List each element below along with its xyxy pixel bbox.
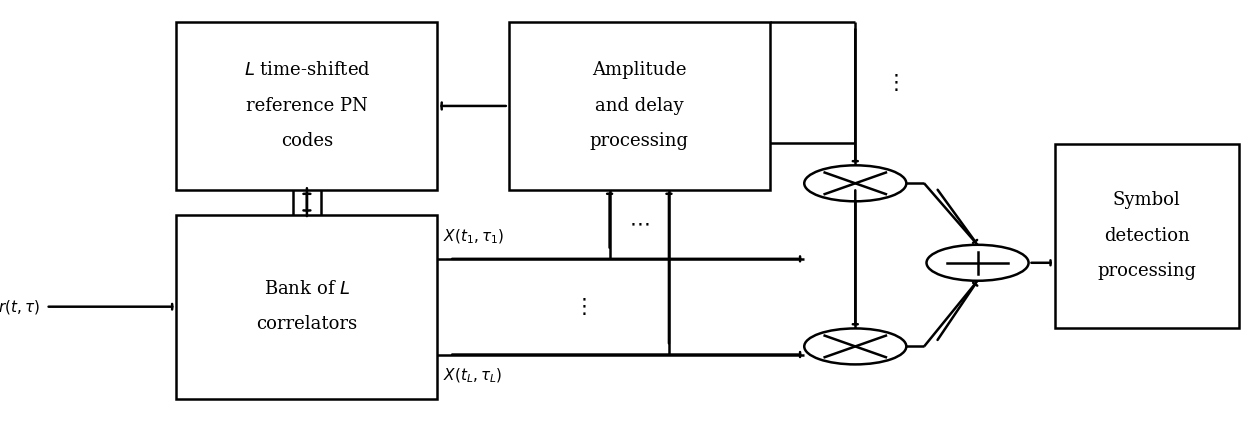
Text: $L$ time-shifted: $L$ time-shifted (244, 61, 370, 80)
Text: reference PN: reference PN (245, 97, 368, 115)
FancyBboxPatch shape (177, 22, 437, 189)
Text: $X(t_1, \tau_1)$: $X(t_1, \tau_1)$ (444, 228, 505, 246)
FancyBboxPatch shape (508, 22, 770, 189)
Text: processing: processing (589, 133, 689, 150)
FancyBboxPatch shape (1054, 144, 1239, 328)
Circle shape (927, 245, 1029, 281)
Text: $X(t_L, \tau_L)$: $X(t_L, \tau_L)$ (444, 367, 503, 386)
Text: processing: processing (1098, 262, 1196, 280)
Text: Amplitude: Amplitude (592, 61, 687, 80)
Circle shape (804, 165, 906, 201)
Text: correlators: correlators (257, 315, 358, 333)
Text: $\vdots$: $\vdots$ (885, 72, 898, 93)
Text: $\cdots$: $\cdots$ (629, 215, 649, 234)
Circle shape (804, 328, 906, 365)
FancyBboxPatch shape (177, 215, 437, 399)
Text: Symbol: Symbol (1113, 191, 1180, 209)
Text: Bank of $L$: Bank of $L$ (264, 280, 350, 298)
Text: $r(t, \tau)$: $r(t, \tau)$ (0, 298, 40, 316)
Text: $\vdots$: $\vdots$ (573, 296, 587, 317)
Text: and delay: and delay (594, 97, 684, 115)
Text: detection: detection (1104, 226, 1190, 245)
Text: codes: codes (280, 133, 333, 150)
